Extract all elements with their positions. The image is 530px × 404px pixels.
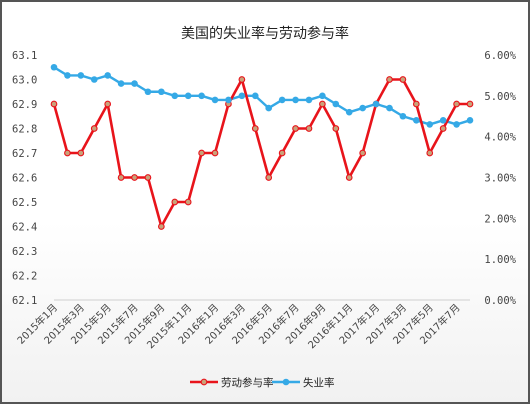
unemployment-point xyxy=(265,104,273,112)
y-right-tick-label: 2.00% xyxy=(484,213,516,225)
participation-point xyxy=(77,149,85,157)
participation-point xyxy=(251,125,259,132)
participation-point xyxy=(386,76,393,83)
y-axis-right: 0.00% 1.00% 2.00% 3.00% 4.00% 5.00% 6.00% xyxy=(484,50,516,307)
participation-point xyxy=(412,100,420,108)
unemployment-point xyxy=(50,63,58,71)
participation-point xyxy=(117,174,125,181)
unemployment-point xyxy=(426,121,434,128)
legend-swatch-marker xyxy=(200,378,208,386)
unemployment-point xyxy=(345,108,353,116)
unemployment-point xyxy=(64,72,71,79)
participation-point xyxy=(278,149,286,157)
unemployment-point xyxy=(90,76,98,83)
participation-point xyxy=(292,125,299,132)
unemployment-point xyxy=(278,96,286,104)
unemployment-point xyxy=(359,104,366,112)
y-right-tick-label: 5.00% xyxy=(484,91,516,103)
unemployment-point xyxy=(198,92,205,100)
y-left-tick-label: 62.6 xyxy=(12,173,37,185)
x-axis: 2015年1月2015年3月2015年5月2015年7月2015年9月2015年… xyxy=(14,299,470,351)
participation-point xyxy=(64,149,71,157)
participation-point xyxy=(399,76,407,83)
unemployment-point xyxy=(439,117,447,124)
unemployment-point xyxy=(319,92,326,100)
legend: 劳动参与率 失业率 xyxy=(190,376,335,389)
unemployment-point xyxy=(292,96,299,104)
participation-point xyxy=(90,125,98,132)
y-right-tick-label: 6.00% xyxy=(484,50,516,62)
unemployment-point xyxy=(453,121,460,128)
participation-point xyxy=(144,174,152,181)
participation-point xyxy=(466,100,474,108)
unemployment-series-line xyxy=(53,66,471,126)
unemployment-point xyxy=(77,72,85,79)
participation-point xyxy=(158,223,165,230)
legend-swatch-marker xyxy=(282,378,290,386)
participation-point xyxy=(426,149,434,157)
y-left-tick-label: 62.8 xyxy=(12,124,37,136)
participation-point xyxy=(332,125,340,132)
participation-point xyxy=(439,125,447,132)
y-left-tick-label: 62.3 xyxy=(12,246,37,258)
participation-point xyxy=(184,198,192,206)
y-axis-left: 62.1 62.2 62.3 62.4 62.5 62.6 62.7 62.8 62.9 63.0… xyxy=(12,50,37,307)
participation-point xyxy=(198,149,205,157)
participation-point xyxy=(238,76,246,83)
y-left-tick-label: 62.2 xyxy=(12,271,37,283)
unemployment-point xyxy=(144,88,152,96)
unemployment-point xyxy=(117,80,125,87)
y-left-tick-label: 62.5 xyxy=(12,197,37,209)
participation-point xyxy=(319,100,326,108)
series-layer xyxy=(50,63,474,230)
unemployment-point xyxy=(131,80,138,87)
unemployment-point xyxy=(171,92,179,100)
unemployment-point xyxy=(372,100,380,108)
y-right-tick-label: 0.00% xyxy=(484,295,516,307)
chart-title: 美国的失业率与劳动参与率 xyxy=(181,25,349,42)
participation-point xyxy=(131,174,138,181)
y-right-tick-label: 4.00% xyxy=(484,132,516,144)
unemployment-point xyxy=(399,112,407,120)
participation-point xyxy=(453,100,460,108)
y-left-tick-label: 62.7 xyxy=(12,148,37,160)
participation-point xyxy=(104,100,112,108)
unemployment-point xyxy=(386,104,393,112)
unemployment-point xyxy=(413,117,420,124)
participation-point xyxy=(211,149,219,157)
legend-label: 失业率 xyxy=(303,376,335,389)
participation-point xyxy=(171,198,179,206)
participation-point xyxy=(359,149,366,157)
participation-point xyxy=(50,100,58,108)
y-left-tick-label: 62.1 xyxy=(12,295,37,307)
unemployment-point xyxy=(251,92,259,100)
unemployment-point xyxy=(225,96,232,104)
y-left-tick-label: 63.0 xyxy=(12,75,37,87)
y-right-tick-label: 3.00% xyxy=(484,173,516,185)
unemployment-point xyxy=(184,92,192,100)
unemployment-point xyxy=(332,100,340,108)
y-right-tick-label: 1.00% xyxy=(484,254,516,266)
y-left-tick-label: 63.1 xyxy=(12,50,37,62)
unemployment-point xyxy=(305,96,313,104)
participation-point xyxy=(305,125,313,132)
unemployment-point xyxy=(211,96,219,104)
y-left-tick-label: 62.4 xyxy=(12,222,37,234)
participation-point xyxy=(345,174,353,181)
unemployment-point xyxy=(158,88,165,96)
unemployment-point xyxy=(238,92,246,100)
unemployment-point xyxy=(104,72,111,79)
participation-point xyxy=(265,174,273,181)
y-left-tick-label: 62.9 xyxy=(12,99,37,111)
legend-label: 劳动参与率 xyxy=(221,376,274,389)
unemployment-point xyxy=(466,117,474,124)
